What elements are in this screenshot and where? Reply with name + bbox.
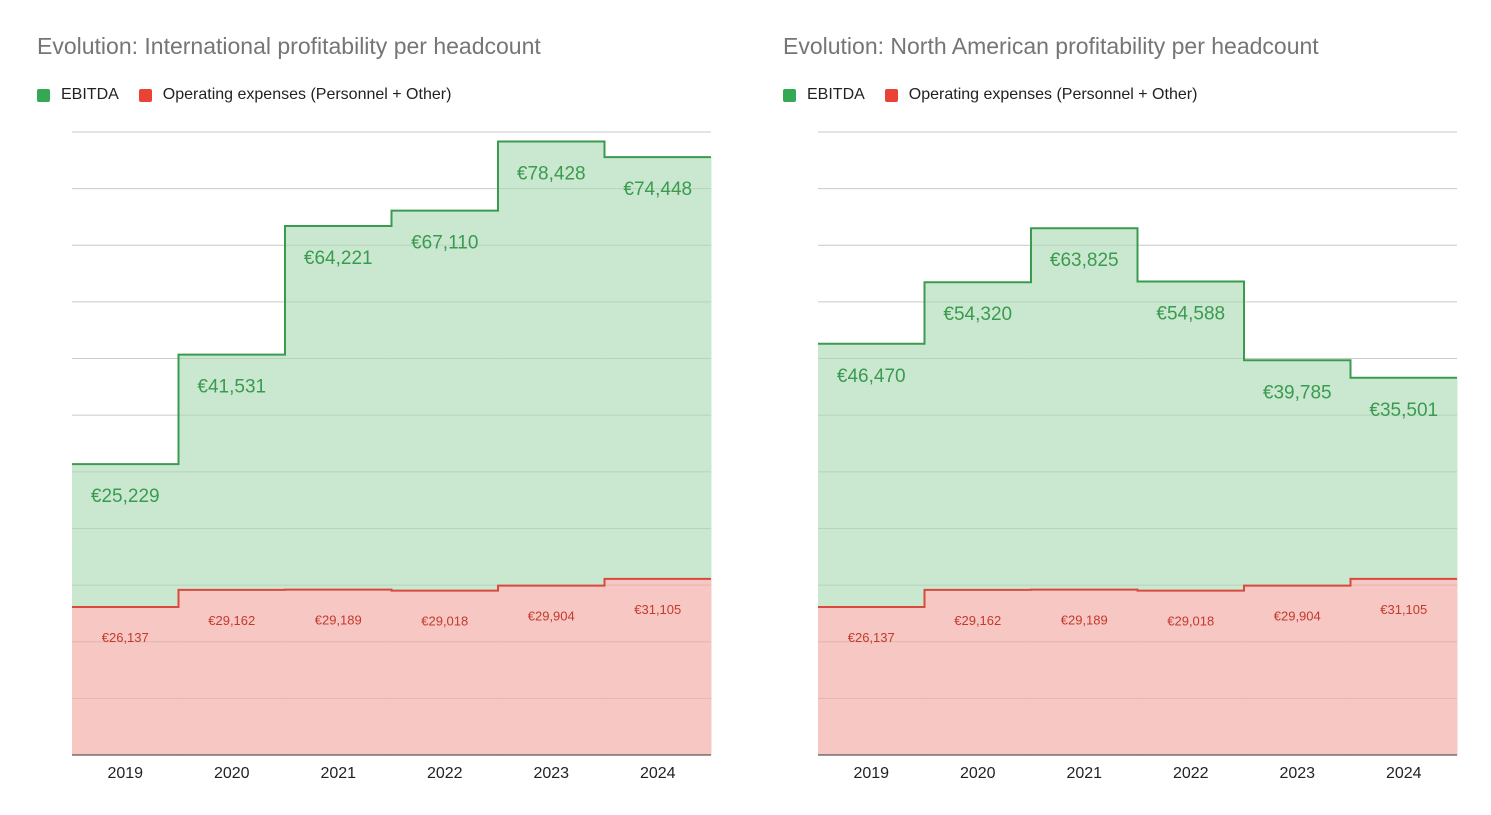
x-tick-label: 2024: [1386, 765, 1422, 782]
legend-item-operating-expenses[interactable]: Operating expenses (Personnel + Other): [138, 86, 452, 104]
x-tick-label: 2019: [107, 765, 143, 782]
x-tick-label: 2022: [427, 765, 463, 782]
opex-area-step: [924, 589, 1032, 755]
opex-data-label: €26,137: [848, 630, 895, 645]
x-tick-label: 2023: [1279, 765, 1315, 782]
opex-data-label: €29,162: [208, 613, 255, 628]
x-tick-label: 2020: [214, 765, 250, 782]
opex-data-label: €29,018: [421, 614, 468, 629]
ebitda-data-label: €63,825: [1050, 250, 1119, 271]
opex-area-step: [818, 606, 925, 755]
ebitda-area-step: [1137, 281, 1245, 591]
opex-data-label: €29,018: [1167, 614, 1214, 629]
x-tick-label: 2021: [320, 765, 356, 782]
ebitda-area-step: [924, 282, 1032, 590]
chart-panel-north-american: Evolution: North American profitability …: [746, 0, 1466, 815]
ebitda-area-step: [604, 157, 712, 579]
ebitda-area-step: [818, 343, 925, 607]
ebitda-area-step: [72, 464, 179, 607]
opex-data-label: €29,904: [1274, 609, 1321, 624]
ebitda-data-label: €39,785: [1263, 382, 1332, 403]
ebitda-data-label: €74,448: [623, 179, 692, 200]
ebitda-series-line: [818, 227, 1457, 379]
x-tick-label: 2023: [533, 765, 569, 782]
legend-label-ebitda: EBITDA: [61, 86, 119, 103]
chart-title: Evolution: North American profitability …: [783, 33, 1319, 59]
ebitda-area-step: [178, 354, 286, 590]
chart-legend: EBITDA Operating expenses (Personnel + O…: [783, 86, 1217, 104]
opex-area-step: [178, 589, 286, 755]
ebitda-data-label: €25,229: [91, 486, 160, 507]
opex-area-step: [1137, 590, 1245, 755]
opex-series-line: [818, 577, 1457, 608]
legend-item-ebitda[interactable]: EBITDA: [783, 86, 865, 104]
chart-plot-area: €46,470 €26,137 2019 €54,320 €29,162 2020 €63,…: [818, 131, 1458, 782]
ebitda-area-step: [1350, 377, 1458, 579]
chart-legend: EBITDA Operating expenses (Personnel + O…: [37, 86, 471, 104]
opex-data-label: €26,137: [102, 630, 149, 645]
ebitda-area-step: [391, 210, 499, 591]
opex-area-step: [498, 585, 605, 755]
opex-data-label: €31,105: [634, 602, 681, 617]
opex-area-step: [285, 589, 392, 755]
opex-area-step: [1350, 578, 1458, 755]
legend-item-operating-expenses[interactable]: Operating expenses (Personnel + Other): [884, 86, 1198, 104]
legend-label-ebitda: EBITDA: [807, 86, 865, 103]
chart-panel-international: Evolution: International profitability p…: [0, 0, 720, 815]
opex-area-step: [1031, 589, 1138, 755]
legend-swatch-ebitda: [783, 88, 796, 102]
ebitda-series-line: [72, 140, 711, 466]
ebitda-area-step: [1031, 228, 1138, 590]
opex-area-step: [72, 606, 179, 755]
x-tick-label: 2021: [1066, 765, 1102, 782]
opex-data-label: €29,162: [954, 613, 1001, 628]
opex-area-step: [391, 590, 499, 755]
legend-label-operating-expenses: Operating expenses (Personnel + Other): [162, 86, 452, 103]
legend-swatch-operating-expenses: [138, 88, 152, 102]
ebitda-area-step: [498, 141, 605, 586]
ebitda-data-label: €46,470: [837, 366, 906, 387]
opex-series-line: [72, 577, 711, 608]
opex-data-label: €31,105: [1380, 602, 1427, 617]
opex-data-label: €29,189: [315, 613, 362, 628]
opex-area-step: [604, 578, 712, 755]
x-tick-label: 2019: [853, 765, 889, 782]
x-tick-label: 2024: [640, 765, 676, 782]
ebitda-data-label: €54,320: [943, 304, 1012, 325]
ebitda-data-label: €78,428: [517, 163, 586, 184]
opex-data-label: €29,189: [1061, 613, 1108, 628]
ebitda-data-label: €54,588: [1156, 303, 1225, 324]
ebitda-area-step: [1244, 360, 1351, 586]
ebitda-data-label: €67,110: [411, 233, 478, 254]
x-tick-label: 2022: [1173, 765, 1209, 782]
legend-swatch-ebitda: [37, 88, 50, 102]
legend-item-ebitda[interactable]: EBITDA: [37, 86, 119, 104]
ebitda-data-label: €35,501: [1369, 400, 1438, 421]
ebitda-data-label: €41,531: [197, 377, 266, 398]
legend-swatch-operating-expenses: [884, 88, 898, 102]
chart-plot-area: €25,229 €26,137 2019 €41,531 €29,162 2020 €64,…: [72, 131, 712, 782]
opex-data-label: €29,904: [528, 609, 575, 624]
ebitda-area-step: [285, 225, 392, 590]
gridlines-overlay: [818, 131, 1457, 699]
chart-title: Evolution: International profitability p…: [37, 33, 541, 59]
x-tick-label: 2020: [960, 765, 996, 782]
legend-label-operating-expenses: Operating expenses (Personnel + Other): [908, 86, 1198, 103]
ebitda-data-label: €64,221: [304, 248, 373, 269]
opex-area-step: [1244, 585, 1351, 755]
